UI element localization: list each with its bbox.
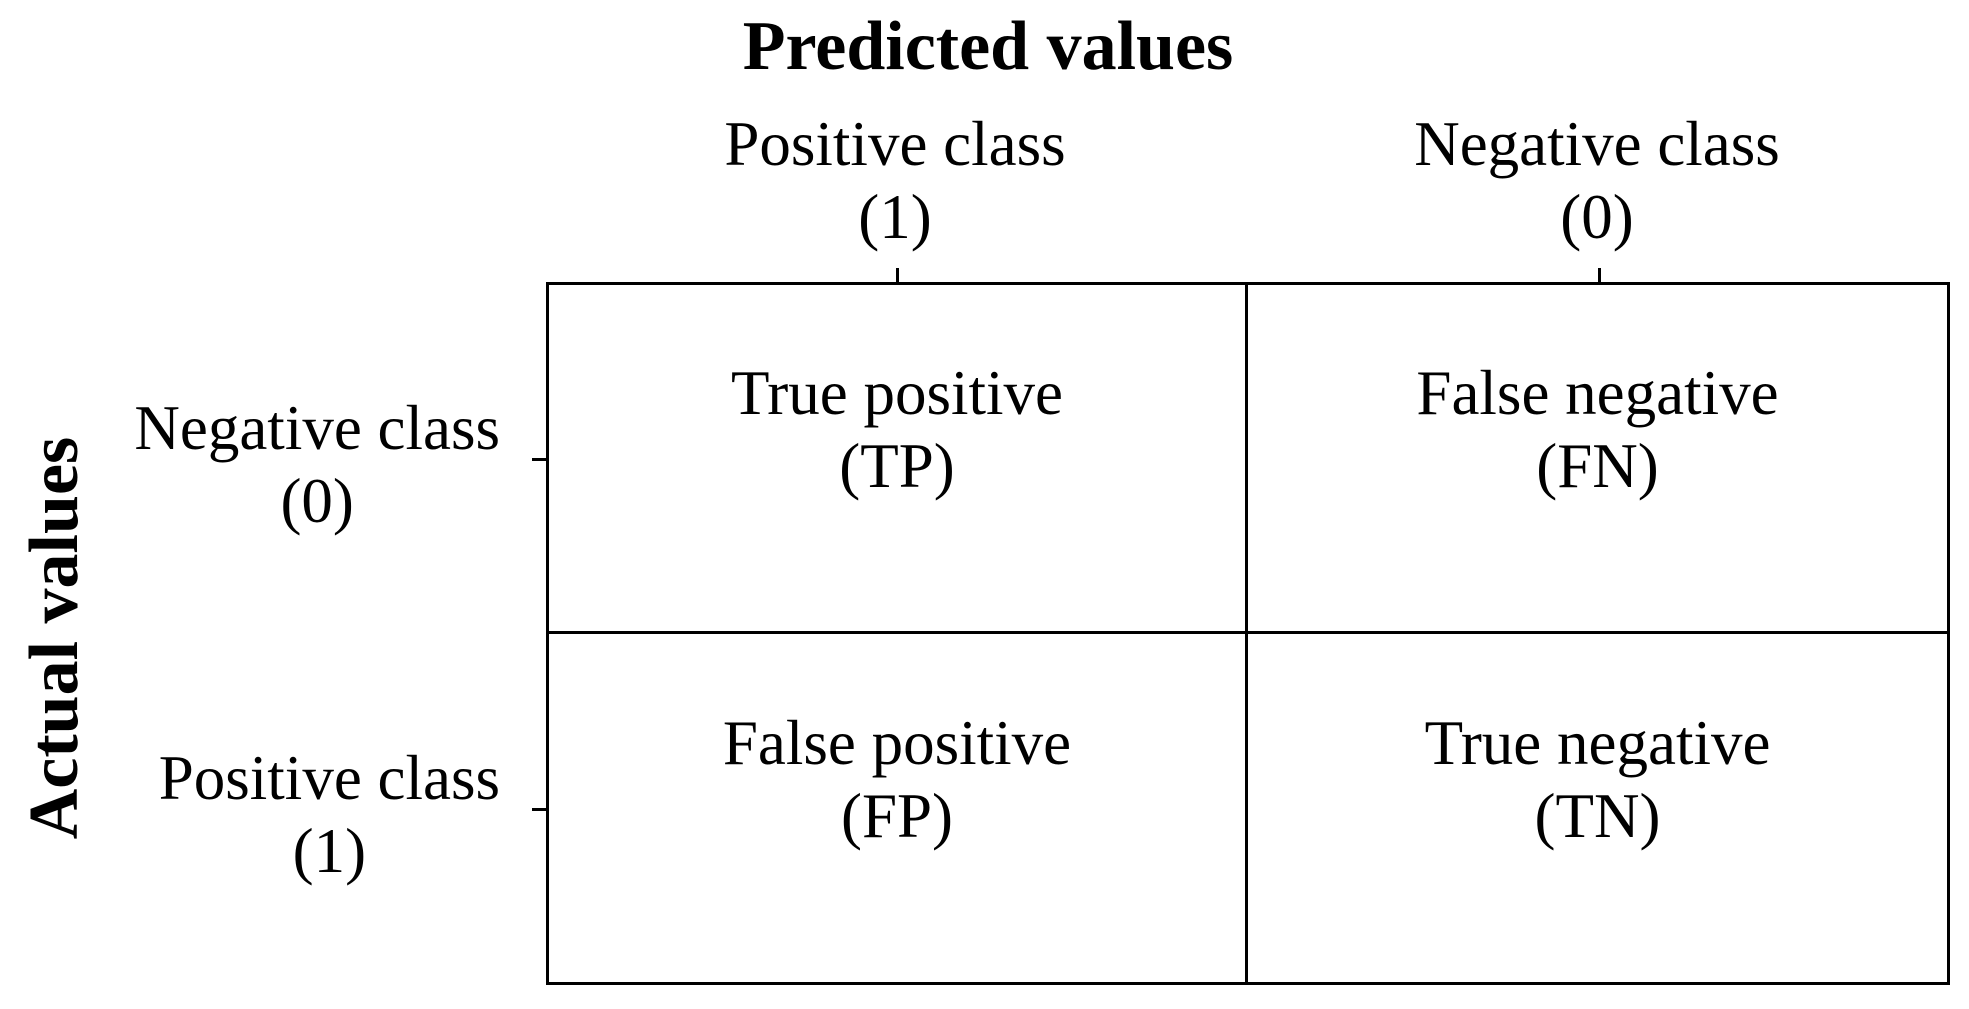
cell-label: False positive: [722, 707, 1072, 778]
cell-label: False negative: [1416, 357, 1779, 428]
column-tick: [1598, 268, 1601, 282]
row-label-line2: (1): [292, 816, 367, 886]
row-label-positive: Positive class (1): [159, 742, 500, 888]
cell-true-negative: True negative (TN): [1248, 634, 1947, 983]
cell-false-positive: False positive (FP): [549, 633, 1248, 982]
column-label-line1: Positive class: [724, 109, 1066, 179]
cell-false-negative: False negative (FN): [1248, 285, 1947, 634]
column-label-line2: (0): [1560, 182, 1634, 252]
column-label-negative: Negative class (0): [1414, 108, 1780, 254]
row-tick: [532, 458, 546, 461]
column-label-positive: Positive class (1): [724, 108, 1065, 254]
cell-abbreviation: (FN): [1536, 430, 1659, 501]
predicted-values-title: Predicted values: [742, 8, 1234, 85]
cell-true-positive: True positive (TP): [549, 285, 1248, 634]
confusion-matrix-grid: True positive (TP) False negative (FN) F…: [546, 282, 1950, 985]
cell-abbreviation: (FP): [840, 780, 954, 851]
column-label-line1: Negative class: [1414, 109, 1780, 179]
column-label-line2: (1): [858, 182, 932, 252]
column-tick: [896, 268, 899, 282]
row-tick: [532, 808, 546, 811]
row-label-negative: Negative class (0): [134, 392, 500, 538]
actual-values-title: Actual values: [16, 436, 93, 840]
cell-abbreviation: (TN): [1534, 780, 1661, 851]
cell-label: True negative: [1424, 707, 1771, 778]
row-label-line2: (0): [280, 466, 354, 536]
cell-abbreviation: (TP): [839, 430, 955, 501]
cell-label: True positive: [731, 357, 1063, 428]
row-label-line1: Negative class: [134, 393, 500, 463]
row-label-line1: Positive class: [158, 743, 500, 813]
